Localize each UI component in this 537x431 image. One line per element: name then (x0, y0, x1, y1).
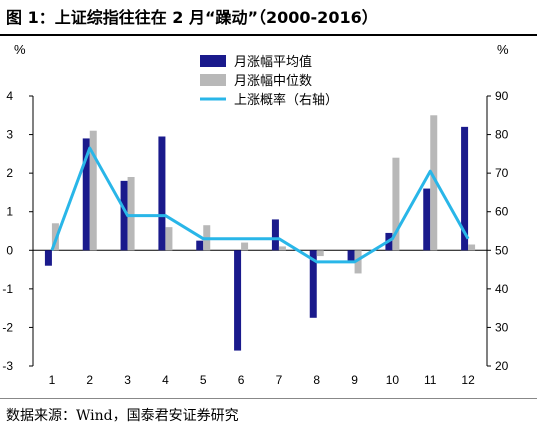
mean-bar (347, 250, 355, 262)
legend-label: 月涨幅中位数 (234, 74, 312, 89)
median-bar (430, 115, 438, 251)
legend-label: 上涨概率（右轴） (234, 92, 338, 108)
mean-bar (423, 188, 431, 251)
right-tick-label: 90 (495, 89, 509, 103)
left-tick-label: -3 (2, 359, 13, 373)
x-tick-label: 7 (276, 373, 283, 387)
mean-bar (461, 126, 469, 251)
right-tick-label: 30 (495, 320, 509, 334)
source-note: 数据来源：Wind，国泰君安证券研究 (6, 408, 239, 424)
mean-bar (271, 219, 279, 251)
median-bar (392, 157, 400, 251)
mean-bar (309, 250, 317, 318)
median-bar (127, 177, 135, 251)
left-tick-label: 1 (6, 205, 13, 219)
right-axis-unit: % (497, 42, 509, 57)
chart-title: 图 1：上证综指往往在 2 月“躁动”（2000-2016） (6, 8, 378, 27)
right-tick-label: 20 (495, 359, 509, 373)
right-tick-label: 70 (495, 166, 509, 180)
legend-label: 月涨幅平均值 (234, 54, 312, 70)
left-tick-label: 2 (6, 166, 13, 180)
x-tick-label: 2 (86, 373, 93, 387)
x-tick-label: 3 (124, 373, 131, 387)
x-tick-label: 11 (424, 373, 437, 387)
median-bar (165, 227, 173, 251)
median-bar (241, 242, 249, 251)
x-tick-label: 5 (200, 373, 207, 387)
median-bar (354, 250, 362, 274)
mean-bar (196, 240, 204, 251)
right-tick-label: 60 (495, 205, 509, 219)
left-tick-label: -1 (2, 282, 13, 296)
median-bar (89, 130, 97, 251)
left-axis-unit: % (14, 42, 26, 57)
x-tick-label: 1 (49, 373, 56, 387)
mean-bar (44, 250, 52, 266)
left-tick-label: 3 (6, 128, 13, 142)
median-bar (278, 246, 286, 251)
x-tick-label: 9 (351, 373, 358, 387)
x-tick-label: 8 (313, 373, 320, 387)
mean-bar (234, 250, 242, 351)
mean-bar (120, 180, 128, 251)
right-tick-label: 50 (495, 243, 509, 257)
x-tick-label: 10 (386, 373, 400, 387)
x-tick-label: 12 (461, 373, 475, 387)
right-tick-label: 80 (495, 128, 509, 142)
left-tick-label: 4 (6, 89, 13, 103)
mean-bar (82, 138, 90, 251)
x-tick-label: 4 (162, 373, 169, 387)
legend-swatch (200, 55, 226, 67)
right-tick-label: 40 (495, 282, 509, 296)
probability-line (50, 146, 470, 264)
median-bar (316, 250, 324, 257)
title-divider (0, 34, 537, 36)
mean-bar (158, 136, 166, 251)
x-tick-label: 6 (238, 373, 245, 387)
median-bar (468, 244, 476, 251)
source-divider (0, 398, 537, 399)
left-tick-label: 0 (6, 243, 13, 257)
legend-swatch (200, 74, 226, 86)
left-tick-label: -2 (2, 320, 13, 334)
